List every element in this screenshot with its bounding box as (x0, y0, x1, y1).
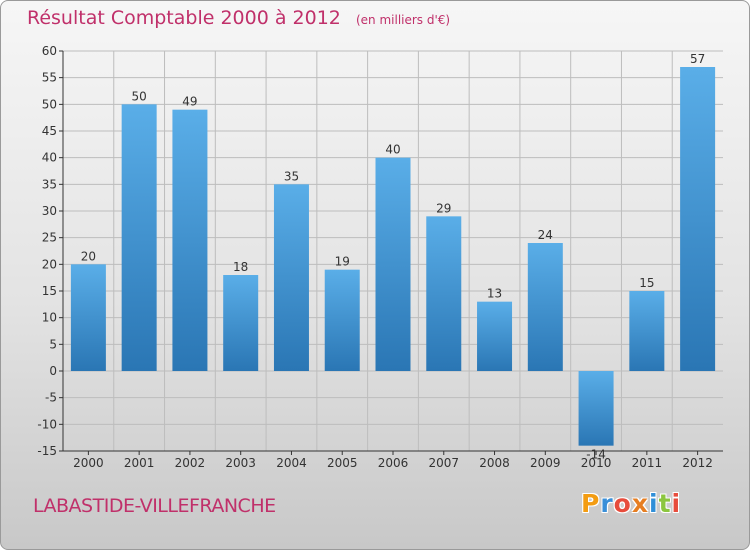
bar (629, 291, 665, 371)
logo-letter: x (631, 489, 649, 518)
chart-title: Résultat Comptable 2000 à 2012 (27, 7, 341, 29)
y-tick-label: 35 (42, 177, 57, 191)
x-tick-label: 2003 (225, 456, 256, 470)
bar (223, 275, 259, 371)
bar-value-label: 24 (538, 228, 553, 242)
x-tick-label: 2006 (378, 456, 409, 470)
bar-value-label: 50 (132, 89, 147, 103)
bar (273, 184, 309, 371)
x-tick-label: 2012 (682, 456, 713, 470)
bar (70, 264, 106, 371)
bar-value-label: 15 (639, 276, 654, 290)
y-tick-label: 5 (49, 337, 57, 351)
bar (375, 157, 411, 371)
bar (172, 109, 208, 372)
logo-letter: i (649, 489, 659, 518)
x-tick-label: 2000 (73, 456, 104, 470)
x-tick-label: 2004 (276, 456, 307, 470)
x-tick-label: 2011 (632, 456, 663, 470)
bar-value-label: 40 (385, 143, 400, 157)
y-tick-label: 30 (42, 204, 57, 218)
y-tick-label: 0 (49, 364, 57, 378)
x-tick-label: 2010 (581, 456, 612, 470)
y-tick-label: 45 (42, 124, 57, 138)
y-tick-label: 60 (42, 44, 57, 58)
logo-letter: t (658, 489, 672, 518)
bar-value-label: 29 (436, 201, 451, 215)
data-labels: 20 50 49 18 35 19 40 29 13 24 -14 15 57 (81, 52, 706, 462)
x-tick-label: 2001 (124, 456, 155, 470)
bar-value-label: 13 (487, 287, 502, 301)
x-tick-label: 2009 (530, 456, 561, 470)
y-tick-label: -15 (37, 444, 57, 458)
logo-letter: i (671, 489, 682, 518)
x-tick-label: 2007 (428, 456, 459, 470)
y-tick-label: -5 (45, 391, 57, 405)
chart-title-block: Résultat Comptable 2000 à 2012 (en milli… (27, 7, 450, 29)
bar-value-label: 49 (182, 95, 197, 109)
bar (426, 216, 462, 371)
bar (680, 67, 716, 371)
x-tick-label: 2002 (175, 456, 206, 470)
x-tick-label: 2005 (327, 456, 358, 470)
bar (527, 243, 563, 371)
y-tick-label: 15 (42, 284, 57, 298)
y-tick-label: 55 (42, 71, 57, 85)
logo-letter: P (581, 489, 601, 518)
bar-value-label: -14 (586, 448, 606, 462)
bar (477, 301, 513, 371)
logo-letter: r (600, 489, 614, 518)
y-tick-label: 20 (42, 257, 57, 271)
y-tick-label: 25 (42, 231, 57, 245)
bar-value-label: 19 (335, 255, 350, 269)
bar (578, 371, 614, 446)
bars (70, 67, 716, 446)
chart-unit-label: (en milliers d'€) (355, 13, 451, 27)
x-tick-label: 2008 (479, 456, 510, 470)
bar (324, 269, 360, 371)
bar-value-label: 35 (284, 169, 299, 183)
y-tick-label: 40 (42, 151, 57, 165)
commune-name: LABASTIDE-VILLEFRANCHE (33, 495, 276, 517)
y-tick-label: 10 (42, 311, 57, 325)
axes: -15 -10 -5 0 5 10 15 20 25 30 35 40 45 50 55 60 2000 2001… (37, 44, 723, 470)
y-tick-label: 50 (42, 97, 57, 111)
y-tick-label: -10 (37, 417, 57, 431)
bar-value-label: 57 (690, 52, 705, 66)
bar-value-label: 20 (81, 249, 96, 263)
bar (121, 104, 157, 371)
logo-letter: o (613, 489, 632, 518)
bar-value-label: 18 (233, 260, 248, 274)
proxiti-logo[interactable]: Proxiti (581, 489, 681, 518)
